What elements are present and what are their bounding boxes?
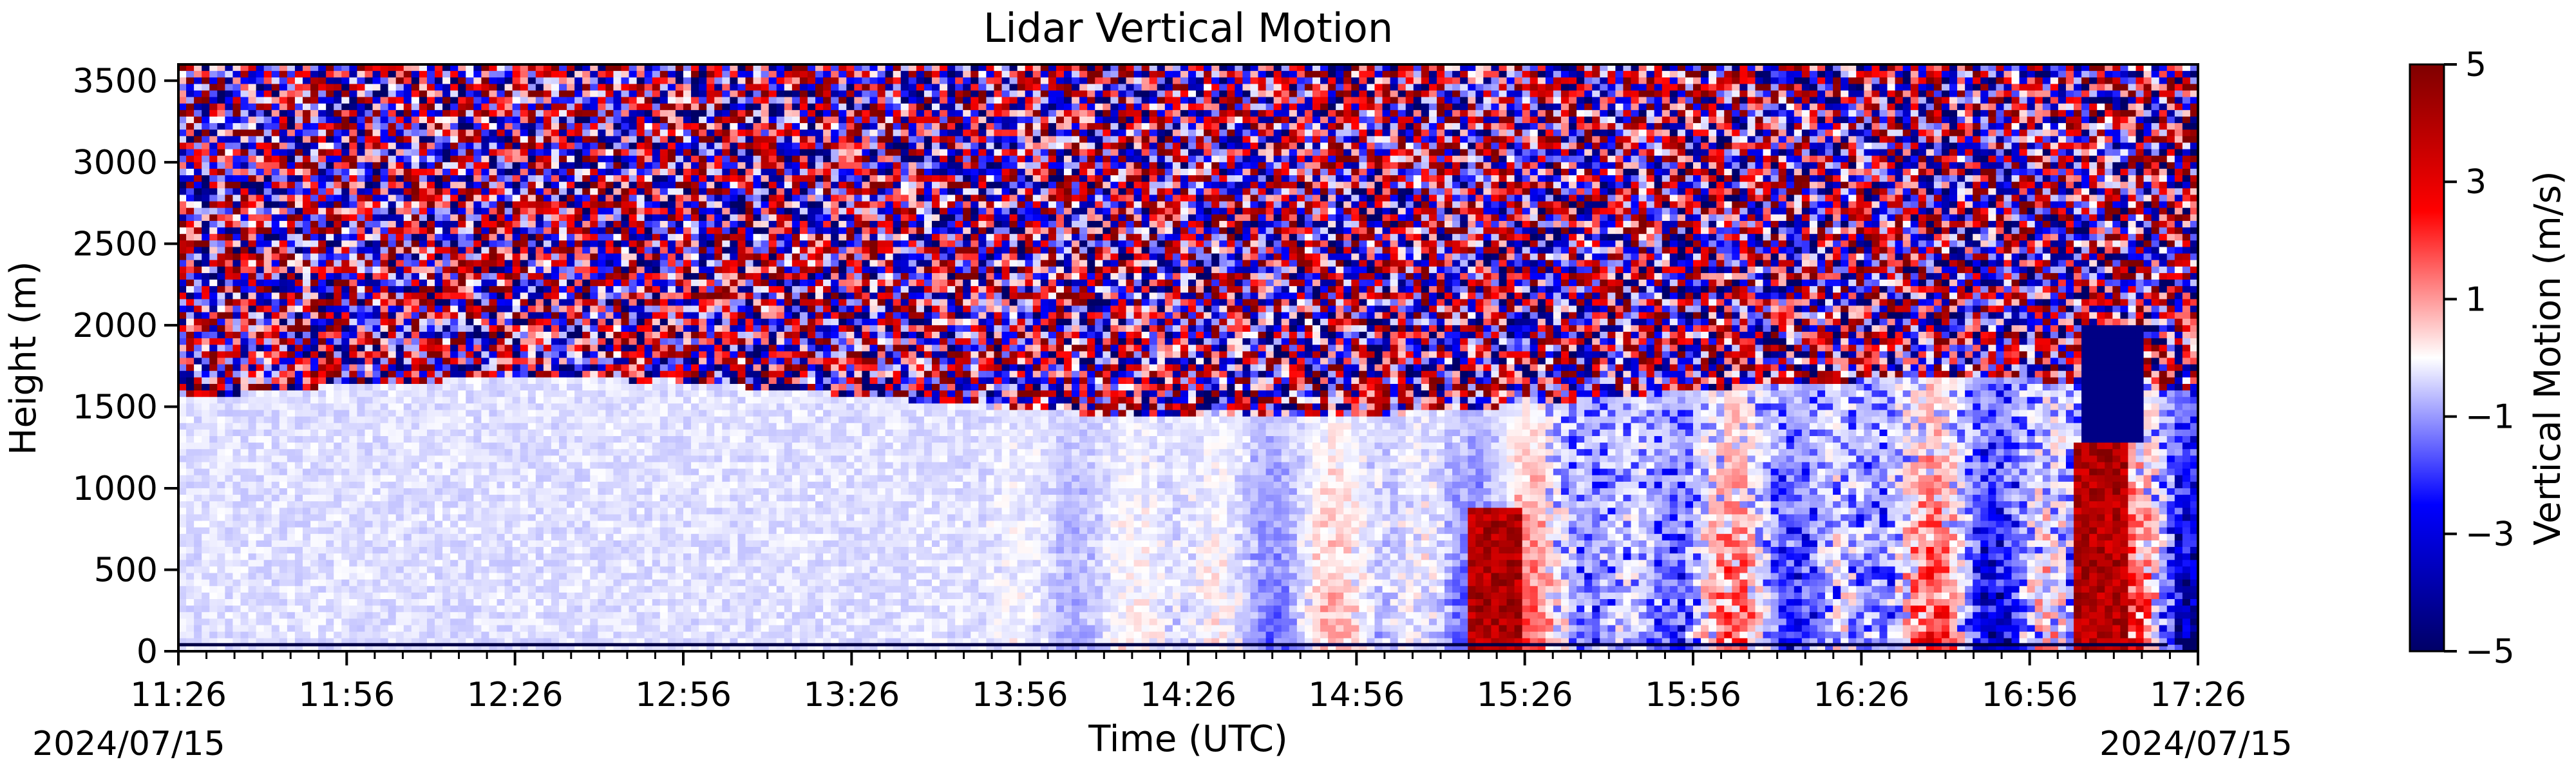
y-tick-label: 3500	[73, 62, 158, 100]
y-axis-label: Height (m)	[3, 261, 44, 455]
y-tick-label: 2500	[73, 225, 158, 263]
y-tick-label: 1500	[73, 388, 158, 426]
x-tick-label: 13:26	[803, 676, 900, 714]
colorbar-axis: 5 3 1 −1 −3 −5	[2444, 46, 2515, 671]
x-tick-label: 12:26	[467, 676, 564, 714]
x-tick-label: 11:56	[298, 676, 395, 714]
x-tick-label: 14:56	[1308, 676, 1405, 714]
y-tick-label: 3000	[73, 144, 158, 182]
x-tick-label: 12:56	[635, 676, 732, 714]
colorbar-label: Vertical Motion (m/s)	[2527, 171, 2569, 545]
heatmap-canvas	[178, 64, 2199, 652]
x-axis: 11:26 11:56 12:26 12:56 13:26 13:56 14:26 14:56…	[130, 651, 2246, 714]
x-tick-label: 17:26	[2150, 676, 2246, 714]
colorbar-tick-label: −1	[2465, 398, 2515, 437]
y-axis: 0 500 1000 1500 2000 2500 3000 3500	[73, 62, 178, 671]
x-tick-label: 15:56	[1645, 676, 1741, 714]
colorbar-tick-label: −3	[2465, 515, 2515, 554]
colorbar	[2410, 64, 2444, 651]
chart-title: Lidar Vertical Motion	[983, 5, 1393, 52]
y-tick-label: 0	[137, 633, 158, 671]
x-tick-label: 14:26	[1140, 676, 1236, 714]
colorbar-tick-label: 3	[2465, 163, 2486, 202]
surface-line	[178, 643, 2168, 646]
colorbar-tick-label: 5	[2465, 46, 2486, 84]
x-tick-label: 11:26	[130, 676, 227, 714]
colorbar-tick-label: 1	[2465, 280, 2486, 319]
x-tick-label: 16:56	[1982, 676, 2078, 714]
colorbar-tick-label: −5	[2465, 633, 2515, 671]
x-start-date: 2024/07/15	[32, 725, 225, 763]
x-axis-label: Time (UTC)	[1088, 718, 1288, 760]
y-tick-label: 2000	[73, 307, 158, 345]
x-tick-label: 15:26	[1477, 676, 1573, 714]
x-tick-label: 16:26	[1813, 676, 1909, 714]
y-tick-label: 500	[94, 551, 158, 589]
x-tick-label: 13:56	[972, 676, 1068, 714]
y-tick-label: 1000	[73, 470, 158, 508]
x-end-date: 2024/07/15	[2099, 725, 2293, 763]
